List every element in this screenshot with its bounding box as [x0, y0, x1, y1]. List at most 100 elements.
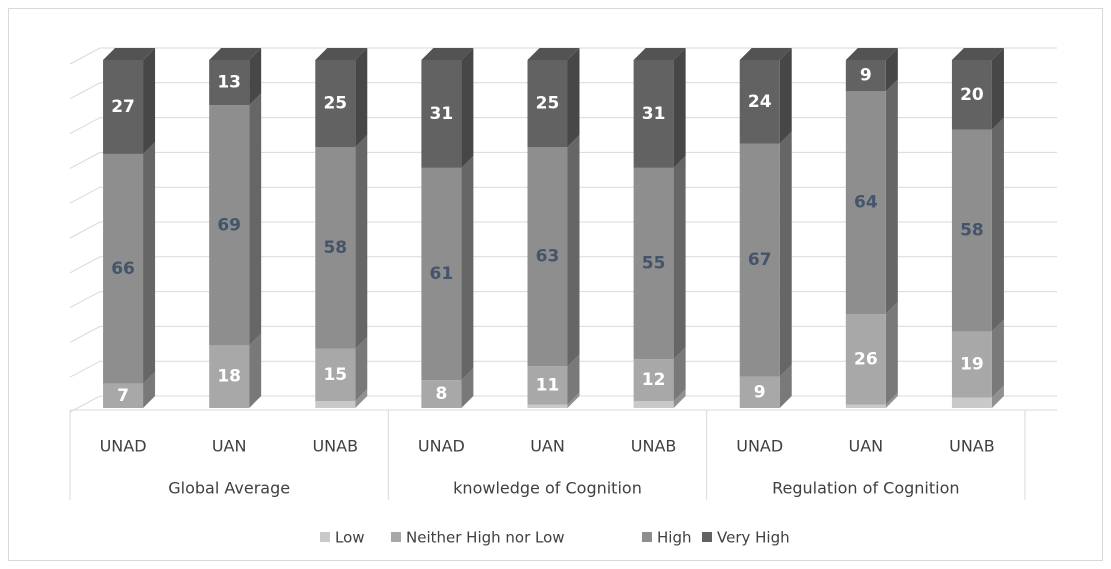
data-label: 9 [860, 66, 872, 86]
legend-label: Neither High nor Low [406, 529, 565, 547]
data-label: 58 [323, 238, 347, 258]
bar-segment [633, 60, 674, 168]
group-label: knowledge of Cognition [453, 479, 642, 498]
bar-segment [739, 376, 780, 408]
x-tick-label: UNAB [312, 437, 358, 456]
data-label: 20 [960, 85, 984, 105]
bar-segment [845, 404, 886, 408]
data-label: 31 [642, 104, 666, 124]
data-label: 66 [111, 259, 135, 279]
data-label: 9 [754, 382, 766, 402]
bar-side [249, 93, 262, 346]
bar-segment [209, 60, 250, 106]
bar-side [567, 135, 580, 367]
bar-segment [315, 147, 356, 349]
bar-side [355, 336, 368, 402]
bar-side [779, 131, 792, 377]
bar-side [779, 364, 792, 408]
bar-top [739, 48, 792, 60]
data-label: 63 [536, 247, 560, 267]
grid-line [69, 395, 1057, 413]
bar-segment [951, 129, 992, 332]
legend-swatch [391, 532, 401, 542]
bar-side [885, 48, 898, 92]
bar-side [673, 48, 686, 168]
bar-segment [209, 105, 250, 346]
bar-segment [315, 348, 356, 402]
grid-line [69, 117, 1057, 135]
data-label: 31 [430, 104, 454, 124]
grid-line [69, 82, 1057, 100]
grid-line [69, 291, 1057, 309]
data-label: 61 [430, 264, 454, 284]
bar-top [421, 48, 474, 60]
bar-side [355, 135, 368, 349]
data-label: 13 [217, 73, 241, 93]
bar-segment [315, 60, 356, 147]
bar-segment [527, 366, 568, 405]
bar-segment [633, 401, 674, 408]
data-label: 12 [642, 370, 666, 390]
bar-segment [209, 345, 250, 408]
bar-segment [845, 60, 886, 92]
data-label: 58 [960, 221, 984, 241]
legend-swatch [702, 532, 712, 542]
group-label: Regulation of Cognition [772, 479, 959, 498]
x-tick-label: UAN [849, 437, 884, 456]
bar-top [845, 48, 898, 60]
data-label: 69 [217, 215, 241, 235]
data-label: 25 [536, 94, 560, 114]
x-tick-label: UAN [212, 437, 247, 456]
bar-side [249, 48, 262, 106]
bar-side [991, 48, 1004, 130]
x-tick-label: UNAD [418, 437, 465, 456]
grid-line [69, 256, 1057, 274]
data-label: 26 [854, 349, 878, 369]
bar-segment [421, 60, 462, 168]
bar-segment [845, 314, 886, 405]
bar-segment [739, 143, 780, 377]
bar-segment [421, 167, 462, 381]
grid-line [69, 47, 1057, 65]
data-label: 15 [323, 365, 347, 385]
data-label: 7 [117, 386, 129, 406]
bar-segment [103, 383, 144, 408]
bar-side [673, 389, 686, 408]
bar-side [355, 48, 368, 147]
bar-segment [103, 153, 144, 384]
bar-side [249, 333, 262, 408]
grid-line [69, 360, 1057, 378]
bar-segment [633, 359, 674, 402]
bar-segment [315, 401, 356, 408]
bar-side [885, 79, 898, 315]
grid-line [69, 151, 1057, 169]
group-label: Global Average [168, 479, 290, 498]
bar-side [143, 48, 156, 154]
data-label: 18 [217, 367, 241, 387]
bar-segment [421, 380, 462, 408]
grid-line [69, 186, 1057, 204]
grid-line [69, 325, 1057, 343]
bar-segment [633, 167, 674, 360]
bar-top [527, 48, 580, 60]
bar-top [315, 48, 368, 60]
x-tick-label: UNAB [631, 437, 677, 456]
bar-segment [527, 147, 568, 367]
bar-side [355, 389, 368, 408]
legend-swatch [320, 532, 330, 542]
bar-side [461, 368, 474, 408]
bar-side [673, 155, 686, 360]
bar-side [885, 392, 898, 408]
legend-swatch [642, 532, 652, 542]
bar-segment [527, 404, 568, 408]
data-label: 8 [435, 384, 447, 404]
bar-top [951, 48, 1004, 60]
bar-side [885, 302, 898, 405]
data-label: 64 [854, 193, 878, 213]
bar-side [779, 48, 792, 144]
bar-side [567, 392, 580, 408]
bar-side [991, 319, 1004, 398]
data-label: 19 [960, 355, 984, 375]
data-label: 24 [748, 92, 772, 112]
